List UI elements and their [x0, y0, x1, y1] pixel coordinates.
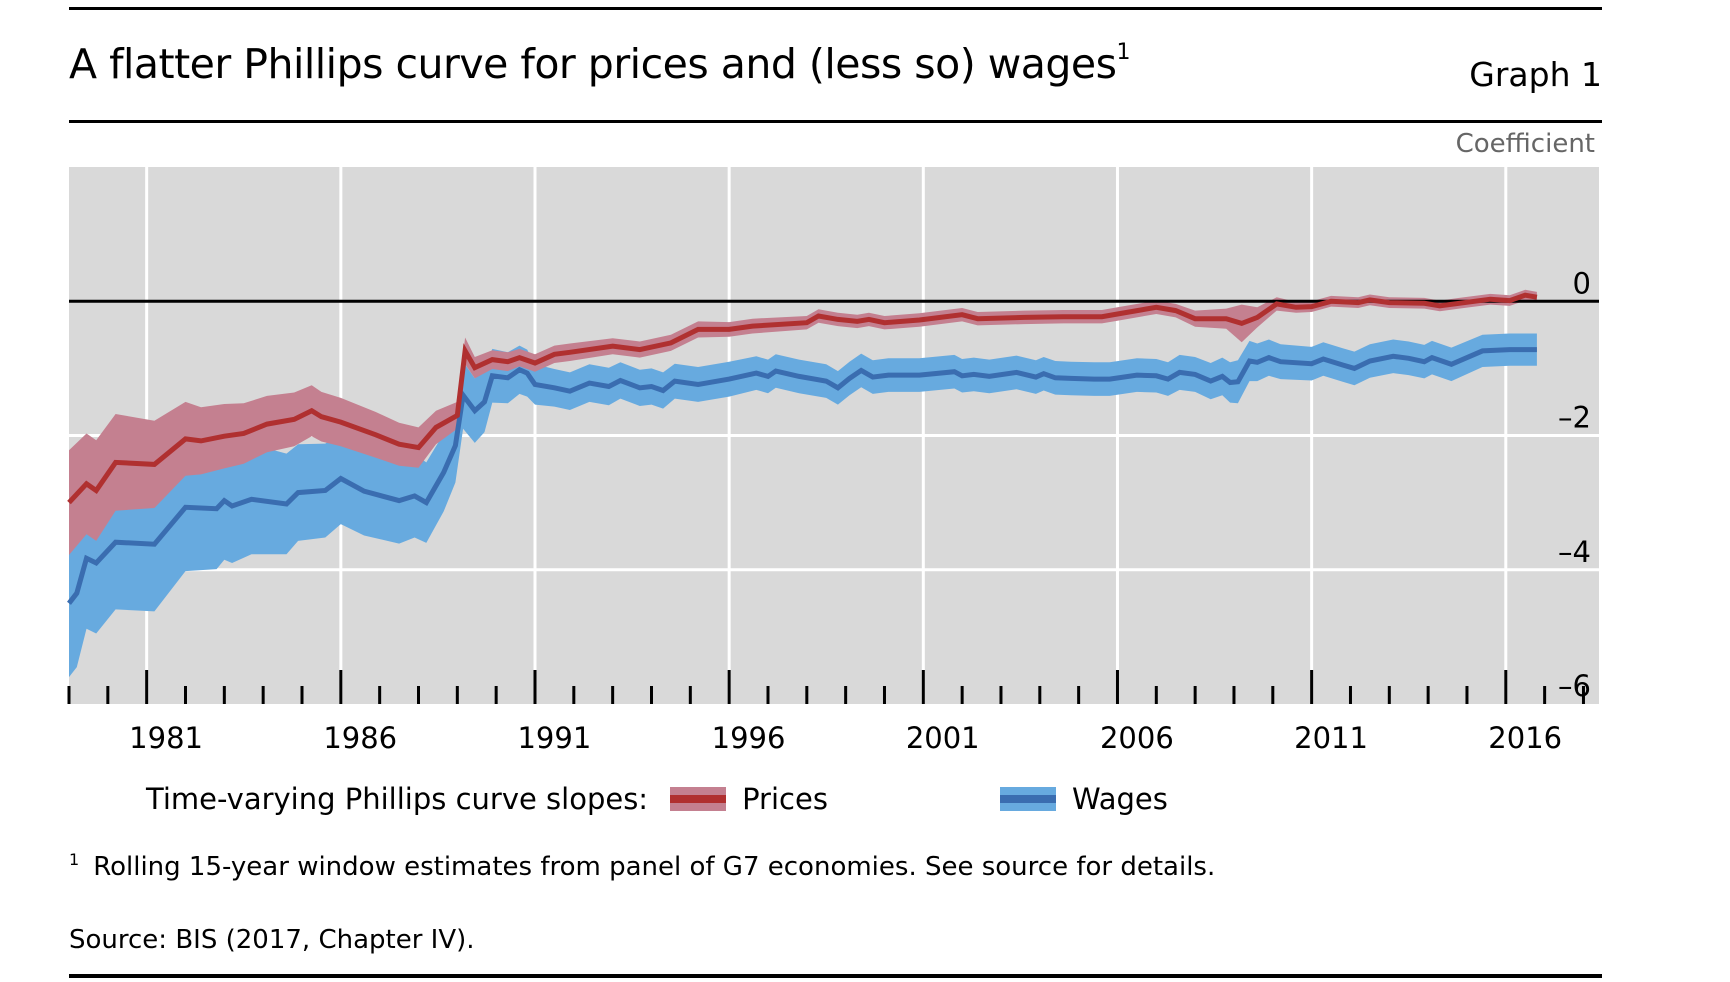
x-tick-label: 2006 — [1100, 721, 1174, 755]
legend-swatch-prices — [670, 787, 727, 811]
series-lines — [67, 292, 1538, 605]
line-prices — [67, 292, 1538, 505]
x-tick-label: 1986 — [323, 721, 397, 755]
chart-title: A flatter Phillips curve for prices and … — [69, 40, 1130, 88]
y-axis-tick-labels: 0 –2 –4 –6 — [1558, 266, 1591, 703]
legend: Time-varying Phillips curve slopes: Pric… — [146, 782, 1168, 816]
band-prices — [69, 289, 1537, 555]
x-tick-label: 2011 — [1294, 721, 1368, 755]
title-footnote-marker: 1 — [1116, 40, 1131, 66]
legend-swatch-wages — [999, 787, 1056, 811]
legend-label-wages: Wages — [1071, 782, 1168, 816]
x-axis-tick-labels: 1981 1986 1991 1996 2001 2006 2011 2016 — [129, 721, 1562, 755]
x-tick-label: 2001 — [906, 721, 980, 755]
line-wages — [67, 347, 1537, 605]
x-tick-label: 2016 — [1488, 721, 1562, 755]
legend-swatch-wages-line — [999, 795, 1056, 803]
chart-title-text: A flatter Phillips curve for prices and … — [69, 40, 1117, 88]
top-rule — [69, 7, 1602, 10]
confidence-bands — [69, 289, 1537, 678]
y-axis-unit-label: Coefficient — [1455, 129, 1595, 159]
y-tick-label: –4 — [1558, 535, 1591, 569]
footnote: 1 Rolling 15-year window estimates from p… — [69, 850, 1216, 882]
graph-number-label: Graph 1 — [1469, 55, 1602, 94]
legend-title: Time-varying Phillips curve slopes: — [146, 782, 649, 816]
x-tick-label: 1981 — [129, 721, 203, 755]
footnote-marker: 1 — [69, 850, 80, 869]
x-axis-ticks — [67, 670, 1585, 704]
source-note: Source: BIS (2017, Chapter IV). — [69, 925, 475, 955]
y-tick-label: –2 — [1558, 401, 1591, 435]
band-wages — [69, 333, 1537, 678]
bottom-rule — [69, 974, 1602, 978]
x-tick-label: 1991 — [517, 721, 591, 755]
y-tick-label: –6 — [1558, 669, 1591, 703]
header-rule — [69, 120, 1602, 123]
legend-label-prices: Prices — [742, 782, 828, 816]
x-tick-label: 1996 — [712, 721, 786, 755]
footnote-text: Rolling 15-year window estimates from pa… — [93, 852, 1216, 882]
legend-swatch-prices-line — [670, 795, 727, 803]
y-tick-label: 0 — [1573, 266, 1591, 300]
chart-svg: 1981 1986 1991 1996 2001 2006 2011 2016 0 –2 –4 –6 — [67, 167, 1599, 755]
